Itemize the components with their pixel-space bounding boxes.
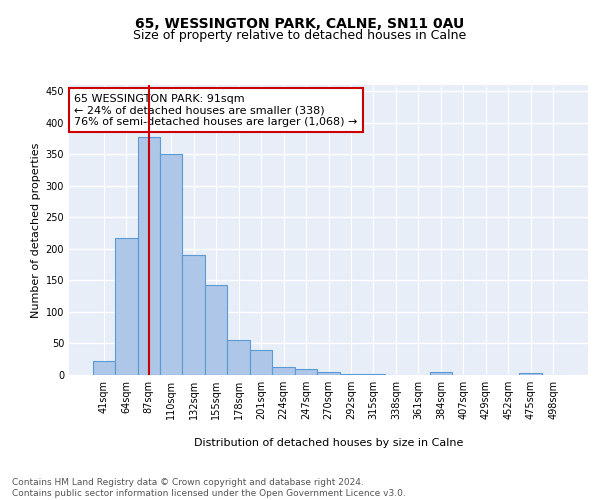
Y-axis label: Number of detached properties: Number of detached properties	[31, 142, 41, 318]
Bar	[430, 372, 452, 375]
Bar	[115, 238, 137, 375]
Bar	[272, 367, 295, 375]
Bar	[182, 255, 205, 375]
Bar	[295, 370, 317, 375]
Text: 65 WESSINGTON PARK: 91sqm
← 24% of detached houses are smaller (338)
76% of semi: 65 WESSINGTON PARK: 91sqm ← 24% of detac…	[74, 94, 358, 127]
Text: 65, WESSINGTON PARK, CALNE, SN11 0AU: 65, WESSINGTON PARK, CALNE, SN11 0AU	[136, 18, 464, 32]
Bar	[205, 285, 227, 375]
Bar	[137, 136, 160, 375]
Text: Distribution of detached houses by size in Calne: Distribution of detached houses by size …	[194, 438, 463, 448]
Bar	[92, 360, 115, 375]
Bar	[227, 340, 250, 375]
Bar	[520, 373, 542, 375]
Bar	[250, 350, 272, 375]
Bar	[160, 154, 182, 375]
Bar	[362, 374, 385, 375]
Text: Contains HM Land Registry data © Crown copyright and database right 2024.
Contai: Contains HM Land Registry data © Crown c…	[12, 478, 406, 498]
Text: Size of property relative to detached houses in Calne: Size of property relative to detached ho…	[133, 29, 467, 42]
Bar	[340, 374, 362, 375]
Bar	[317, 372, 340, 375]
